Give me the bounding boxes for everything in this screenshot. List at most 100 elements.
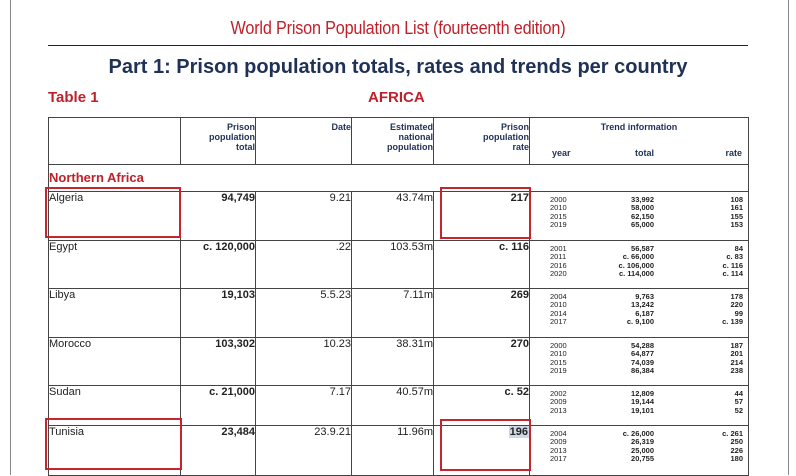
prison-table: Prison population total Date Estimated nati… — [48, 117, 749, 476]
trend-total: 56,587 — [631, 244, 654, 253]
trend-year: 2016 — [550, 260, 567, 270]
trend-info: 2002 2009 2013 12,809 19,144 19,101 44 57 52 — [529, 385, 749, 426]
trend-rate: 178 — [730, 292, 743, 301]
trend-year: 2004 — [550, 429, 567, 438]
trend-total: 33,992 — [631, 195, 654, 204]
country-name: Morocco — [48, 337, 181, 386]
prison-total: c. 120,000 — [180, 240, 256, 289]
trend-year-column: 2002 2009 2013 — [550, 389, 567, 415]
prison-rate: 269 — [433, 288, 530, 338]
trend-rate: 161 — [730, 203, 743, 213]
header-national-population: Estimated national population — [351, 117, 434, 165]
trend-year: 2002 — [550, 389, 567, 398]
trend-year: 2013 — [550, 445, 567, 455]
table-row-algeria: Algeria 94,749 9.21 43.74m 217 2000 2010 2015 20… — [48, 191, 749, 241]
national-population: 7.11m — [351, 288, 434, 338]
prison-rate: c. 116 — [433, 240, 530, 289]
trend-total: 62,150 — [631, 211, 654, 221]
trend-rate: 155 — [730, 211, 743, 221]
trend-total: 19,144 — [631, 397, 654, 407]
trend-year: 2019 — [550, 220, 567, 230]
trend-year: 2020 — [550, 269, 567, 279]
trend-total: 58,000 — [631, 203, 654, 213]
trend-year: 2017 — [550, 454, 567, 464]
trend-rate-column: 187 201 214 238 — [730, 341, 743, 376]
trend-year: 2009 — [550, 397, 567, 407]
region-name: Northern Africa — [48, 164, 749, 192]
trend-year-column: 2004 2009 2013 2017 — [550, 429, 567, 464]
trend-rate: c. 139 — [722, 317, 743, 327]
trend-total-column: 12,809 19,144 19,101 — [631, 389, 654, 415]
trend-total: 9,763 — [635, 292, 654, 301]
trend-year: 2019 — [550, 366, 567, 376]
trend-year: 2015 — [550, 357, 567, 367]
trend-total-column: 33,992 58,000 62,150 65,000 — [631, 195, 654, 230]
trend-rate: 99 — [734, 308, 743, 318]
trend-total: 25,000 — [631, 445, 654, 455]
page-left-edge — [10, 0, 11, 475]
header-trend-rate: rate — [725, 148, 742, 158]
trend-year: 2010 — [550, 349, 567, 359]
trend-info: 2001 2011 2016 2020 56,587 c. 66,000 c. 106,00… — [529, 240, 749, 289]
prison-rate: 270 — [433, 337, 530, 386]
trend-info: 2004 2009 2013 2017 c. 26,000 26,319 25,000 20,… — [529, 425, 749, 476]
trend-total: c. 66,000 — [622, 252, 654, 262]
prison-total: 23,484 — [180, 425, 256, 476]
table-row-egypt: Egypt c. 120,000.22 103.53m c. 116 2001 2011 2… — [48, 240, 749, 289]
prison-total: 94,749 — [180, 191, 256, 241]
trend-year-column: 2000 2010 2015 2019 — [550, 195, 567, 230]
trend-year: 2010 — [550, 203, 567, 213]
trend-rate: 52 — [734, 405, 743, 415]
trend-total: 13,242 — [631, 300, 654, 310]
trend-rate: c. 83 — [726, 252, 743, 262]
trend-rate: 201 — [730, 349, 743, 359]
trend-total-column: 9,763 13,242 6,187 c. 9,100 — [626, 292, 654, 327]
trend-year: 2015 — [550, 211, 567, 221]
trend-total: c. 26,000 — [622, 429, 654, 438]
trend-year: 2010 — [550, 300, 567, 310]
trend-rate: 108 — [730, 195, 743, 204]
trend-rate-column: 84 c. 83 c. 116 c. 114 — [723, 244, 743, 279]
prison-total: 19,103 — [180, 288, 256, 338]
national-population: 103.53m — [351, 240, 434, 289]
trend-rate-column: 108 161 155 153 — [730, 195, 743, 230]
national-population: 11.96m — [351, 425, 434, 476]
trend-info: 2000 2010 2015 2019 33,992 58,000 62,150 65,000… — [529, 191, 749, 241]
trend-year-column: 2001 2011 2016 2020 — [550, 244, 567, 279]
trend-year: 2014 — [550, 308, 567, 318]
trend-total: 20,755 — [631, 454, 654, 464]
trend-year: 2001 — [550, 244, 567, 253]
prison-rate: 196 — [433, 425, 530, 476]
national-population: 38.31m — [351, 337, 434, 386]
trend-rate: 220 — [730, 300, 743, 310]
trend-info: 2004 2010 2014 2017 9,763 13,242 6,187 c. 9,100… — [529, 288, 749, 338]
header-rule — [48, 45, 748, 46]
prison-rate: c. 52 — [433, 385, 530, 426]
country-name: Algeria — [48, 191, 181, 241]
header-trend-year: year — [552, 148, 571, 158]
trend-rate: 238 — [730, 366, 743, 376]
trend-rate: 226 — [730, 445, 743, 455]
national-population: 40.57m — [351, 385, 434, 426]
trend-year-column: 2004 2010 2014 2017 — [550, 292, 567, 327]
trend-year: 2000 — [550, 195, 567, 204]
trend-total: 86,384 — [631, 366, 654, 376]
trend-rate-column: 178 220 99 c. 139 — [722, 292, 743, 327]
selected-rate-text[interactable]: 196 — [508, 426, 529, 438]
country-name: Egypt — [48, 240, 181, 289]
trend-total: 26,319 — [631, 437, 654, 447]
trend-total: 74,039 — [631, 357, 654, 367]
trend-total: 64,877 — [631, 349, 654, 359]
trend-year: 2017 — [550, 317, 567, 327]
trend-total-column: 56,587 c. 66,000 c. 106,000 c. 114,000 — [618, 244, 654, 279]
page-right-edge — [788, 0, 789, 475]
date: 7.17 — [255, 385, 352, 426]
table-row-tunisia: Tunisia 23,484 23.9.21 11.96m 196 2004 2009 201… — [48, 425, 749, 476]
trend-year: 2009 — [550, 437, 567, 447]
header-prison-total: Prison population total — [180, 117, 256, 165]
trend-rate: 57 — [734, 397, 743, 407]
trend-total: c. 9,100 — [626, 317, 654, 327]
table-row-morocco: Morocco 103,302 10.23 38.31m 270 2000 2010 2015… — [48, 337, 749, 386]
trend-total: c. 106,000 — [618, 260, 654, 270]
header-date: Date — [255, 117, 352, 165]
